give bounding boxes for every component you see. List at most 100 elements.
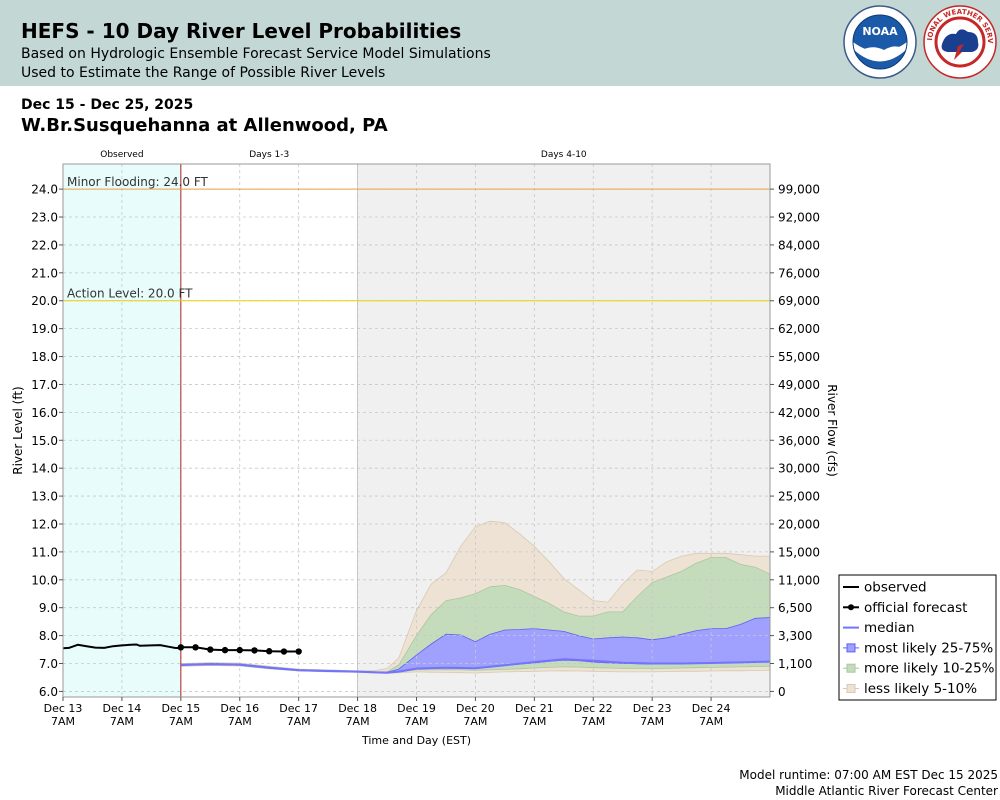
observed-line [62,643,181,650]
y2-tick-label: 49,000 [778,378,820,392]
y-tick-label: 22.0 [31,238,58,252]
region-label: Days 4-10 [541,150,587,160]
y2-tick-label: 55,000 [778,350,820,364]
x-tick-time: 7AM [51,715,75,728]
y-axis-title: River Level (ft) [11,386,25,474]
page-header: HEFS - 10 Day River Level Probabilities … [0,0,1000,86]
x-tick-day: Dec 14 [103,702,142,715]
legend-label: more likely 10-25% [864,661,995,677]
y-tick-label: 23.0 [31,211,58,225]
legend-label: official forecast [864,600,967,616]
region-days-1-3 [180,164,358,697]
chart-lines-layer [62,643,771,674]
chart-axes-layer: Observed Days 1-3 Days 4-10 6.0 0 7.0 1,100 8.0… [11,150,839,747]
threshold-label: Action Level: 20.0 FT [67,287,193,301]
x-tick-time: 7AM [522,715,546,728]
y2-tick-label: 76,000 [778,266,820,280]
legend-label: observed [864,580,927,596]
y2-tick-label: 62,000 [778,322,820,336]
y2-tick-label: 30,000 [778,462,820,476]
y-tick-label: 17.0 [31,378,58,392]
y2-tick-label: 11,000 [778,573,820,587]
forecast-point [221,646,229,654]
model-runtime: Model runtime: 07:00 AM EST Dec 15 2025 [739,768,998,782]
x-tick-day: Dec 22 [574,702,613,715]
y2-tick-label: 3,300 [778,629,812,643]
x-tick-time: 7AM [169,715,193,728]
x-axis-title: Time and Day (EST) [361,734,471,747]
date-range: Dec 15 - Dec 25, 2025 [21,97,194,113]
x-tick-day: Dec 13 [44,702,83,715]
y-tick-label: 13.0 [31,490,58,504]
y-tick-label: 9.0 [39,601,58,615]
x-tick-day: Dec 18 [338,702,377,715]
x-tick-day: Dec 16 [220,702,259,715]
legend-label: median [864,620,915,636]
y2-tick-label: 99,000 [778,183,820,197]
region-label: Observed [100,150,143,160]
nws-logo: NATIONAL WEATHER SERVICE [922,4,997,79]
y-tick-label: 11.0 [31,545,58,559]
y-tick-label: 18.0 [31,350,58,364]
y2-tick-label: 0 [778,685,786,699]
y-tick-label: 14.0 [31,462,58,476]
page-subtitle-1: Based on Hydrologic Ensemble Forecast Se… [21,46,491,62]
y2-tick-label: 42,000 [778,406,820,420]
station-name: W.Br.Susquehanna at Allenwood, PA [21,115,388,136]
forecast-point [266,648,273,655]
forecast-point [192,644,199,651]
y-tick-label: 10.0 [31,573,58,587]
x-tick-time: 7AM [287,715,311,728]
x-tick-time: 7AM [699,715,723,728]
x-tick-day: Dec 17 [279,702,318,715]
region-label: Days 1-3 [249,150,289,160]
x-tick-time: 7AM [640,715,664,728]
y2-tick-label: 84,000 [778,238,820,252]
page-title: HEFS - 10 Day River Level Probabilities [21,19,462,43]
noaa-logo: NOAA [843,5,917,79]
y2-tick-label: 15,000 [778,545,820,559]
legend-box [838,574,997,701]
threshold-label: Minor Flooding: 24.0 FT [67,175,209,189]
forecast-point [280,648,288,655]
y-tick-label: 7.0 [39,657,58,671]
x-tick-day: Dec 15 [161,702,200,715]
y-tick-label: 19.0 [31,322,58,336]
x-tick-time: 7AM [228,715,252,728]
chart-legend: observed official forecast median most like… [838,574,997,701]
x-tick-day: Dec 23 [633,702,672,715]
chart-thresholds-layer: Minor Flooding: 24.0 FT Action Level: 20.… [63,175,770,302]
page-subtitle-2: Used to Estimate the Range of Possible R… [21,65,386,81]
y-tick-label: 24.0 [31,183,58,197]
y2-tick-label: 1,100 [778,657,812,671]
x-tick-time: 7AM [110,715,134,728]
y-tick-label: 8.0 [39,629,58,643]
x-tick-day: Dec 24 [692,702,731,715]
y-tick-label: 21.0 [31,266,58,280]
y2-tick-label: 6,500 [778,601,812,615]
y-tick-label: 16.0 [31,406,58,420]
x-tick-day: Dec 19 [397,702,436,715]
forecast-point [177,644,185,651]
y2-tick-label: 92,000 [778,211,820,225]
x-tick-day: Dec 21 [515,702,554,715]
y2-tick-label: 25,000 [778,490,820,504]
y-tick-label: 12.0 [31,517,58,531]
x-tick-time: 7AM [581,715,605,728]
forecast-center: Middle Atlantic River Forecast Center [775,784,998,798]
forecast-point [295,648,302,655]
river-level-chart: Minor Flooding: 24.0 FT Action Level: 20.… [11,150,997,747]
y2-tick-label: 20,000 [778,517,820,531]
y-tick-label: 20.0 [31,294,58,308]
y2-tick-label: 36,000 [778,434,820,448]
legend-swatch-band [846,643,856,653]
legend-swatch-forecast-dot [848,604,854,611]
noaa-logo-text: NOAA [862,25,898,38]
forecast-point [236,646,243,654]
x-tick-time: 7AM [346,715,370,728]
y2-axis-title: River Flow (cfs) [825,384,839,477]
x-tick-time: 7AM [404,715,428,728]
y2-tick-label: 69,000 [778,294,820,308]
legend-label: less likely 5-10% [864,681,977,697]
legend-swatch-band [846,684,856,693]
